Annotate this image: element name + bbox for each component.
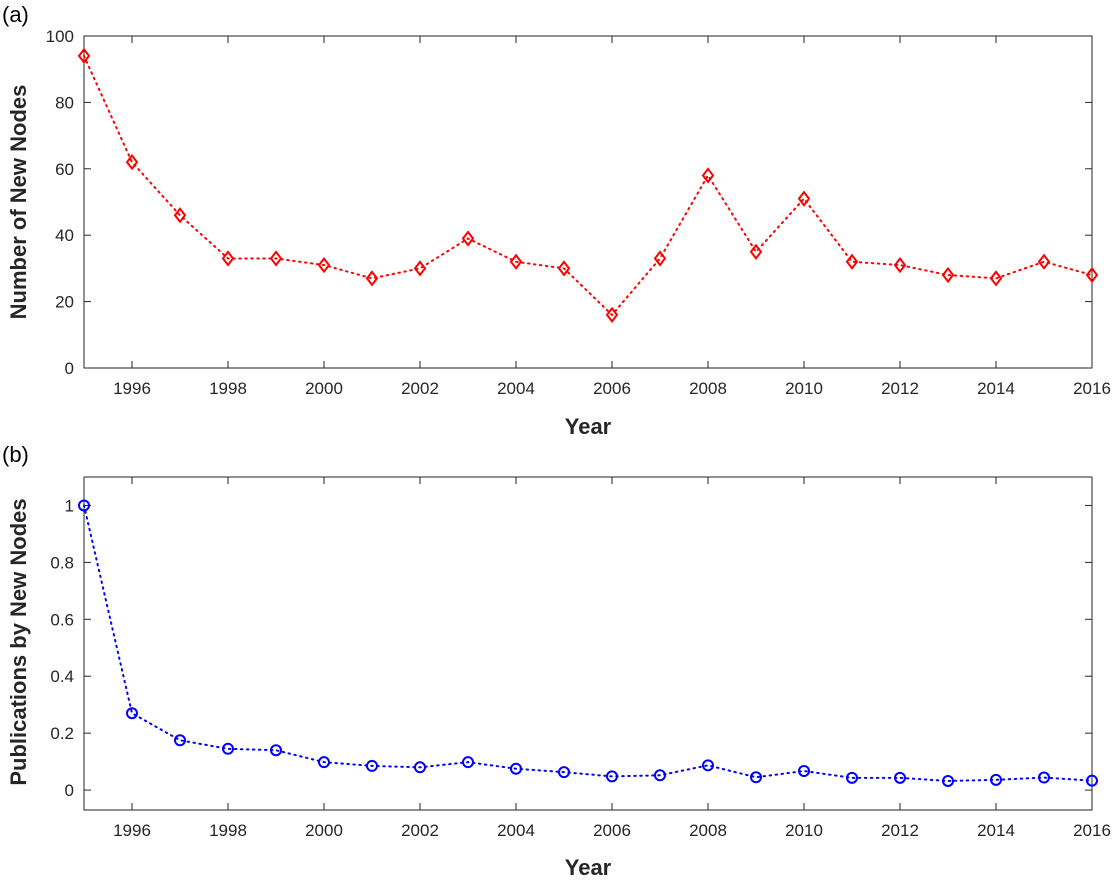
panel-a-x-tick-label: 1998 xyxy=(209,379,247,398)
panel-b-x-tick-label: 2012 xyxy=(881,821,919,840)
panel-b-x-tick-label: 2010 xyxy=(785,821,823,840)
panel-a-data-point xyxy=(77,47,91,65)
panel-a-y-tick-label: 100 xyxy=(46,27,74,46)
panel-a-series-line xyxy=(83,54,1093,317)
panel-b-data-point xyxy=(606,770,618,783)
panel-b-x-tick-label: 2000 xyxy=(305,821,343,840)
panel-b-x-tick-label: 2002 xyxy=(401,821,439,840)
panel-b-data-point xyxy=(462,756,474,769)
panel-a-data-point xyxy=(749,243,763,260)
panel-a-data-point xyxy=(893,256,907,274)
panel-b-data-point xyxy=(78,499,90,512)
panel-b-series-line xyxy=(83,504,1093,782)
panel-b-x-axis-label: Year xyxy=(565,855,612,880)
panel-a-data-point xyxy=(461,230,475,247)
panel-b-y-axis-label: Publications by New Nodes xyxy=(6,498,31,785)
panel-b-data-point xyxy=(366,759,378,772)
panel-b-axes-frame xyxy=(83,476,1093,811)
panel-a-x-tick-label: 1996 xyxy=(113,379,151,398)
panel-a-x-tick-label: 2008 xyxy=(689,379,727,398)
panel-a-data-point xyxy=(413,260,427,277)
panel-b-data-point xyxy=(414,761,426,774)
panel-a-y-tick-label: 60 xyxy=(55,160,74,179)
panel-b-x-tick-label: 1996 xyxy=(113,821,151,840)
panel-a-y-tick-label: 80 xyxy=(55,93,74,112)
panel-b-y-tick-label: 1 xyxy=(65,496,74,515)
panel-b-data-point xyxy=(702,759,714,772)
panel-a-x-tick-label: 2010 xyxy=(785,379,823,398)
panel-a-chart: (a) Year Number of New Nodes 1996 1998 200… xyxy=(2,2,1111,439)
panel-a-y-tick-label: 20 xyxy=(55,293,74,312)
panel-a-data-point xyxy=(701,167,715,184)
panel-b-y-tick-label: 0.8 xyxy=(50,553,74,572)
panel-a-data-point xyxy=(1037,253,1051,270)
panel-a-data-point xyxy=(269,250,283,267)
panel-b-y-tick-label: 0.6 xyxy=(50,610,74,629)
panel-a-data-point xyxy=(941,266,955,284)
panel-a-y-tick-label: 0 xyxy=(65,359,74,378)
panel-b-x-tick-label: 2008 xyxy=(689,821,727,840)
panel-b-data-point xyxy=(942,774,954,787)
panel-a-x-tick-label: 2016 xyxy=(1073,379,1111,398)
panel-a-label: (a) xyxy=(2,2,29,27)
panel-a-data-point xyxy=(365,270,379,287)
panel-b-data-point xyxy=(798,765,810,778)
panel-a-data-point xyxy=(509,253,523,270)
panel-b-x-tick-label: 2016 xyxy=(1073,821,1111,840)
panel-b-chart: (b) Year Publications by New Nodes 1996 1… xyxy=(2,442,1111,880)
panel-b-x-tick-label: 2006 xyxy=(593,821,631,840)
panel-b-label: (b) xyxy=(2,442,29,467)
panel-b-data-point xyxy=(750,771,762,784)
panel-a-data-point xyxy=(845,253,859,270)
panel-b-data-point xyxy=(654,769,666,782)
panel-a-data-point xyxy=(557,260,571,277)
panel-b-y-tick-label: 0 xyxy=(65,781,74,800)
panel-b-data-point xyxy=(222,742,234,755)
panel-a-x-tick-label: 2012 xyxy=(881,379,919,398)
panel-b-data-point xyxy=(318,756,330,769)
panel-a-data-point xyxy=(989,270,1003,287)
panel-b-x-tick-label: 2014 xyxy=(977,821,1015,840)
panel-b-y-tick-label: 0.2 xyxy=(50,724,74,743)
panel-a-data-point xyxy=(605,306,619,324)
panel-a-data-point xyxy=(221,250,235,267)
panel-b-data-point xyxy=(174,734,186,747)
panel-b-data-point xyxy=(126,707,138,720)
panel-a-data-point xyxy=(653,250,667,267)
panel-b-data-point xyxy=(894,771,906,784)
panel-a-data-point xyxy=(1085,266,1099,284)
panel-a-x-axis-label: Year xyxy=(565,414,612,439)
panel-b-y-tick-label: 0.4 xyxy=(50,667,74,686)
panel-b-data-point xyxy=(510,762,522,775)
panel-b-x-tick-label: 1998 xyxy=(209,821,247,840)
panel-a-y-tick-label: 40 xyxy=(55,226,74,245)
panel-b-data-point xyxy=(846,771,858,784)
panel-a-x-tick-label: 2006 xyxy=(593,379,631,398)
panel-b-x-tick-label: 2004 xyxy=(497,821,535,840)
panel-b-data-point xyxy=(990,773,1002,786)
panel-a-axes-frame xyxy=(83,35,1093,369)
panel-a-data-point xyxy=(317,256,331,274)
panel-a-data-point xyxy=(173,207,187,224)
panel-a-y-axis-label: Number of New Nodes xyxy=(6,85,31,320)
panel-a-data-point xyxy=(125,154,139,171)
panel-a-x-tick-label: 2014 xyxy=(977,379,1015,398)
panel-a-x-tick-label: 2004 xyxy=(497,379,535,398)
panel-b-data-point xyxy=(1086,774,1098,787)
panel-a-x-tick-label: 2000 xyxy=(305,379,343,398)
panel-b-data-point xyxy=(270,744,282,757)
panel-a-data-point xyxy=(797,190,811,207)
panel-b-data-point xyxy=(558,766,570,779)
panel-b-data-point xyxy=(1038,771,1050,784)
panel-a-x-tick-label: 2002 xyxy=(401,379,439,398)
